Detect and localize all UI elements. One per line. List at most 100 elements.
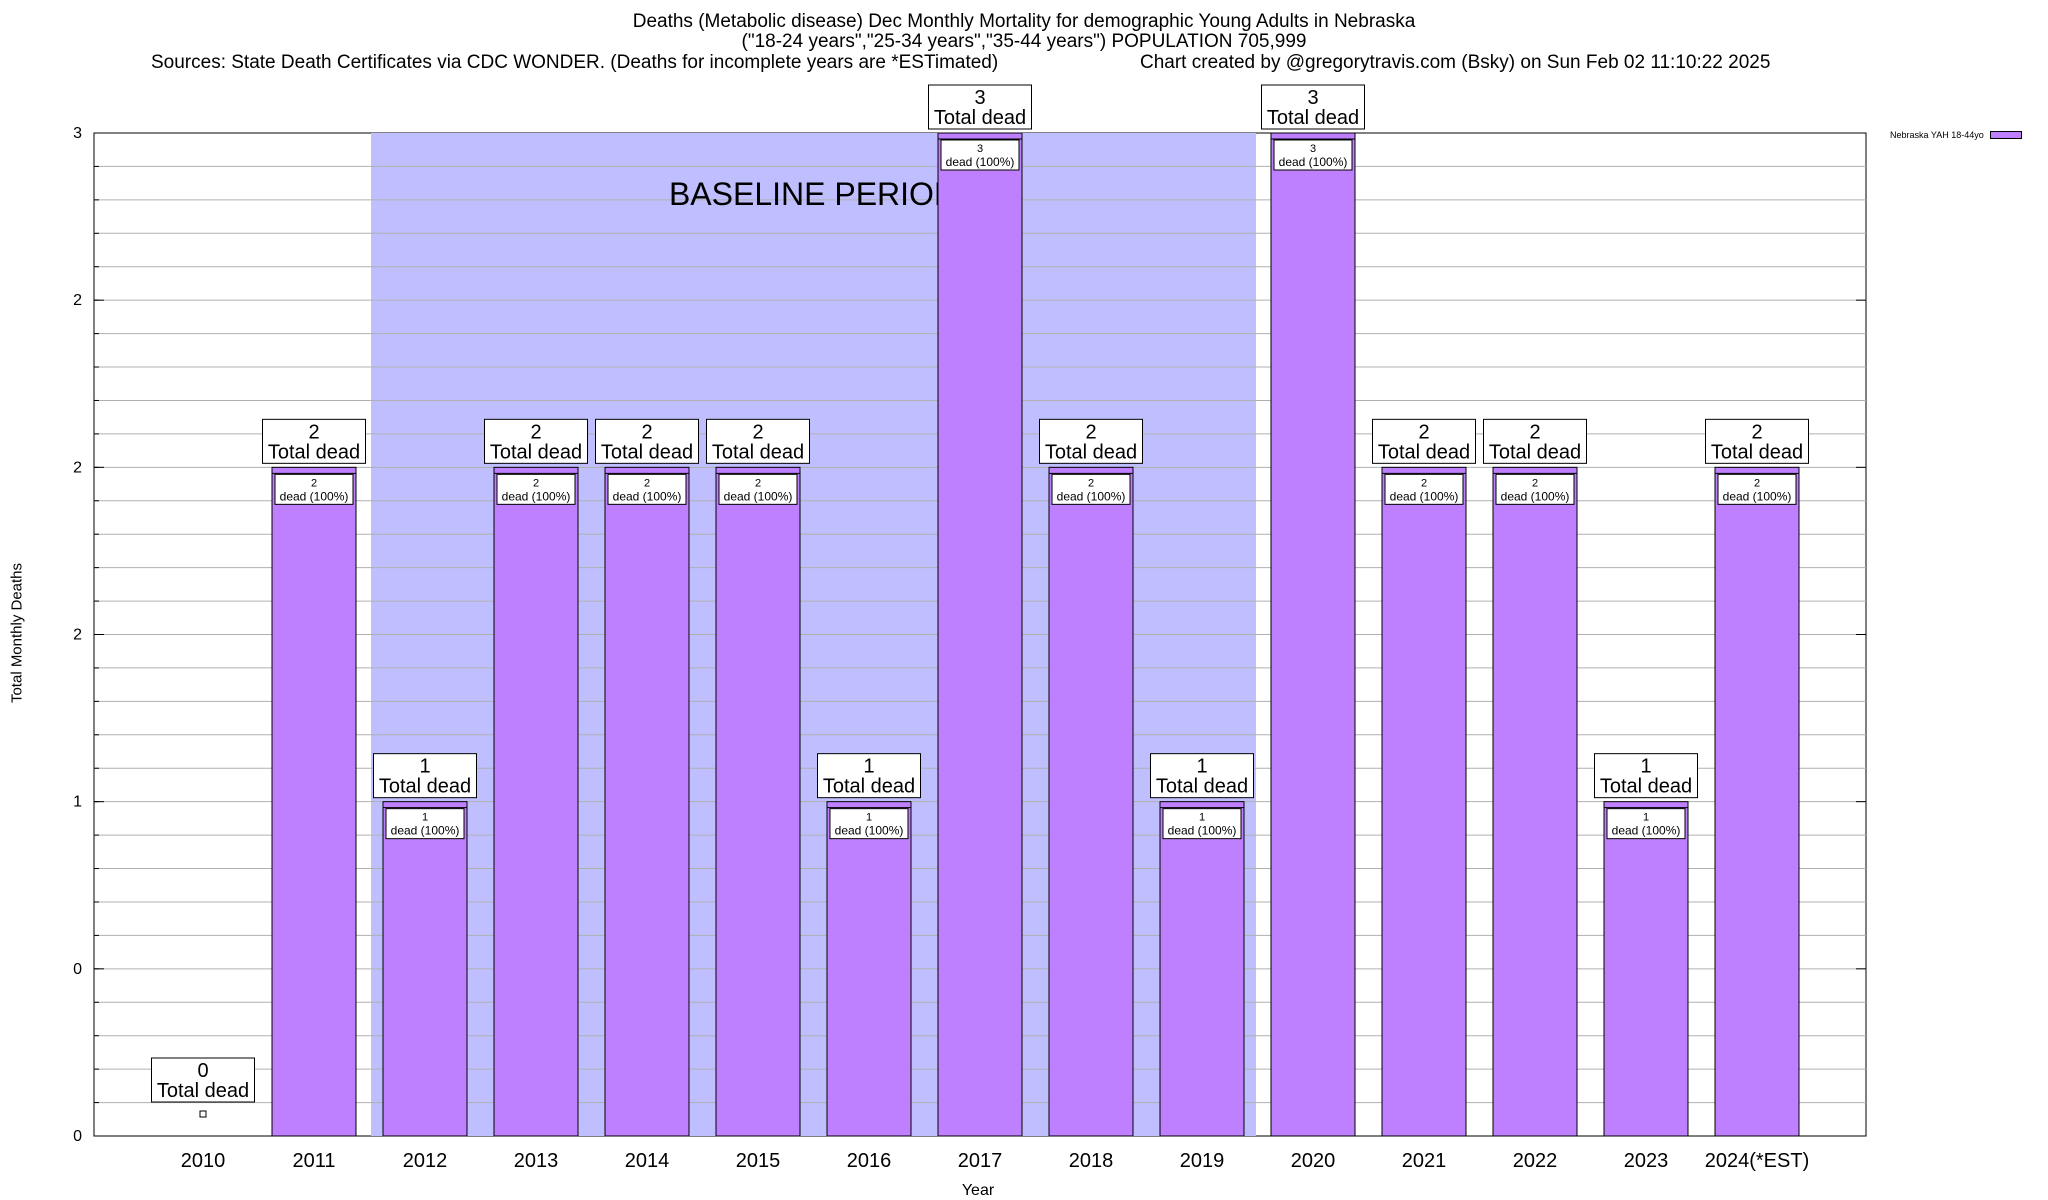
inner-label-text: dead (100%) [1057,489,1126,503]
top-label-count: 2 [752,421,763,443]
legend: Nebraska YAH 18-44yo [1890,130,2022,140]
top-label-count: 3 [1307,87,1318,109]
inner-label-count: 3 [977,143,983,155]
top-label-text: Total dead [1045,441,1137,463]
inner-label-box [1606,808,1686,840]
top-label-text: Total dead [823,776,915,798]
y-tick-label: 2 [73,627,82,644]
bar [715,466,801,1137]
x-tick-label: 2012 [403,1150,448,1172]
inner-label-count: 2 [311,477,317,489]
top-label-count: 2 [308,421,319,443]
chart-title: Deaths (Metabolic disease) Dec Monthly M… [632,11,1416,32]
top-label-box [262,418,366,464]
baseline-label: BASELINE PERIOD [669,176,957,212]
bar [1381,466,1467,1137]
zero-marker [199,1110,207,1118]
inner-label-text: dead (100%) [391,824,460,838]
chart-credit: Chart created by @gregorytravis.com (Bsk… [1140,52,1771,73]
top-label-count: 1 [1640,756,1651,778]
y-tick-label: 2 [73,459,82,476]
legend-label: Nebraska YAH 18-44yo [1890,130,1984,140]
inner-label-box [718,473,798,505]
top-label-box [151,1057,255,1103]
inner-label-text: dead (100%) [724,489,793,503]
top-label-box [595,418,699,464]
y-tick-label: 1 [73,794,82,811]
y-tick-label: 0 [73,961,82,978]
bar [493,466,579,1137]
chart-subtitle: ("18-24 years","25-34 years","35-44 year… [741,31,1307,52]
inner-label-text: dead (100%) [613,489,682,503]
inner-label-box [385,808,465,840]
inner-label-count: 2 [1421,477,1427,489]
x-axis-label: Year [961,1182,995,1199]
inner-label-text: dead (100%) [1723,489,1792,503]
inner-label-box [1495,473,1575,505]
inner-label-count: 3 [1310,143,1316,155]
inner-label-count: 2 [1532,477,1538,489]
inner-label-text: dead (100%) [835,824,904,838]
x-tick-label: 2014 [625,1150,670,1172]
bar [1603,801,1689,1137]
top-label-box [706,418,810,464]
top-label-count: 2 [641,421,652,443]
x-tick-label: 2020 [1291,1150,1336,1172]
top-label-count: 1 [419,756,430,778]
x-tick-label: 2011 [292,1150,335,1172]
inner-label-text: dead (100%) [1501,489,1570,503]
top-label-box [1150,753,1254,799]
top-label-box [1594,753,1698,799]
inner-label-count: 2 [755,477,761,489]
bar [604,466,690,1137]
inner-label-count: 1 [866,812,872,824]
top-label-box [817,753,921,799]
inner-label-text: dead (100%) [946,155,1015,169]
x-tick-label: 2019 [1180,1150,1225,1172]
bar [1159,801,1245,1137]
bar [1048,466,1134,1137]
inner-label-box [1162,808,1242,840]
x-tick-label: 2016 [847,1150,892,1172]
x-tick-label: 2021 [1402,1150,1447,1172]
top-label-count: 3 [974,87,985,109]
y-tick-label: 0 [73,1128,82,1145]
inner-label-text: dead (100%) [1279,155,1348,169]
top-label-text: Total dead [1267,107,1359,129]
inner-label-count: 2 [1088,477,1094,489]
x-tick-label: 2018 [1069,1150,1114,1172]
chart-title-block: Deaths (Metabolic disease) Dec Monthly M… [0,12,2048,52]
top-label-count: 2 [530,421,541,443]
top-label-box [1483,418,1587,464]
x-tick-label: 2023 [1624,1150,1669,1172]
y-tick-label: 2 [73,292,82,309]
legend-swatch [1989,131,2022,139]
top-label-text: Total dead [490,441,582,463]
bar [826,801,912,1137]
inner-label-count: 1 [422,812,428,824]
bar [937,132,1023,1137]
top-label-text: Total dead [157,1080,249,1102]
inner-label-box [496,473,576,505]
inner-label-box [1717,473,1797,505]
inner-label-count: 2 [1754,477,1760,489]
inner-label-text: dead (100%) [1168,824,1237,838]
top-label-count: 2 [1751,421,1762,443]
inner-label-box [1273,139,1353,171]
inner-label-text: dead (100%) [1390,489,1459,503]
top-label-count: 1 [1196,756,1207,778]
bar [1492,466,1578,1137]
top-label-count: 2 [1085,421,1096,443]
top-label-text: Total dead [268,441,360,463]
bar [1714,466,1800,1137]
x-tick-label: 2017 [958,1150,1003,1172]
x-tick-label: 2022 [1513,1150,1558,1172]
bar [271,466,357,1137]
inner-label-count: 1 [1199,812,1205,824]
inner-label-box [607,473,687,505]
top-label-count: 0 [197,1060,208,1082]
y-axis-label: Total Monthly Deaths [8,562,26,704]
inner-label-box [274,473,354,505]
top-label-box [1705,418,1809,464]
